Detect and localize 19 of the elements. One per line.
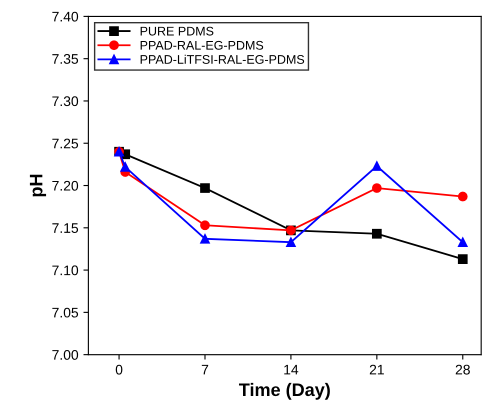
y-tick-label: 7.35: [52, 54, 78, 64]
x-axis-title: Time (Day): [238, 382, 330, 400]
legend-label: PURE PDMS: [140, 26, 214, 36]
legend-label: PPAD-RAL-EG-PDMS: [140, 40, 264, 50]
x-tick-label: 7: [202, 364, 208, 374]
legend-label: PPAD-LiTFSI-RAL-EG-PDMS: [140, 54, 304, 64]
y-tick-label: 7.05: [52, 308, 78, 318]
y-axis-title: pH: [30, 174, 46, 196]
y-tick-label: 7.40: [52, 12, 78, 22]
y-tick-label: 7.15: [52, 223, 78, 233]
x-tick-label: 14: [284, 364, 298, 374]
y-tick-label: 7.10: [52, 265, 78, 276]
y-tick-label: 7.25: [52, 138, 78, 148]
x-tick-label: 0: [116, 364, 122, 375]
y-tick-label: 7.20: [52, 180, 78, 191]
x-tick-label: 21: [370, 364, 384, 374]
y-tick-label: 7.30: [52, 96, 78, 106]
y-tick-label: 7.00: [52, 350, 78, 360]
x-tick-label: 28: [456, 364, 470, 375]
